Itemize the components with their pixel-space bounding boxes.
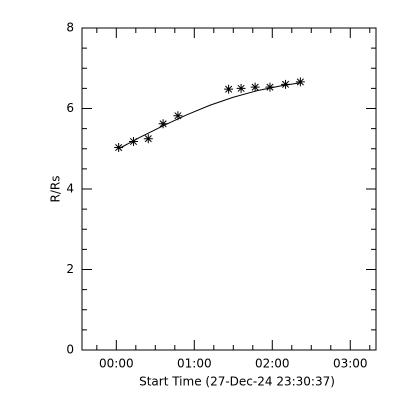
asterisk-point	[250, 82, 260, 92]
y-tick-label: 2	[66, 262, 74, 276]
x-tick-label: 00:00	[99, 357, 134, 371]
y-axis-label: R/Rs	[49, 176, 63, 203]
asterisk-point	[295, 77, 305, 87]
fit-line	[118, 82, 301, 150]
asterisk-point	[114, 143, 124, 153]
asterisk-point	[143, 134, 153, 144]
asterisk-point	[224, 84, 234, 94]
y-tick-label: 4	[66, 182, 74, 196]
y-tick-label: 8	[66, 21, 74, 35]
y-tick-label: 6	[66, 101, 74, 115]
y-tick-label: 0	[66, 343, 74, 357]
x-tick-label: 02:00	[255, 357, 290, 371]
asterisk-point	[236, 83, 246, 93]
asterisk-point	[173, 111, 183, 121]
asterisk-point	[281, 79, 291, 89]
x-tick-label: 03:00	[333, 357, 368, 371]
asterisk-point	[128, 137, 138, 147]
asterisk-point	[265, 82, 275, 92]
asterisk-point	[158, 119, 168, 129]
x-axis-label: Start Time (27-Dec-24 23:30:37)	[139, 375, 335, 389]
plot-frame	[81, 27, 377, 351]
x-tick-label: 01:00	[177, 357, 212, 371]
